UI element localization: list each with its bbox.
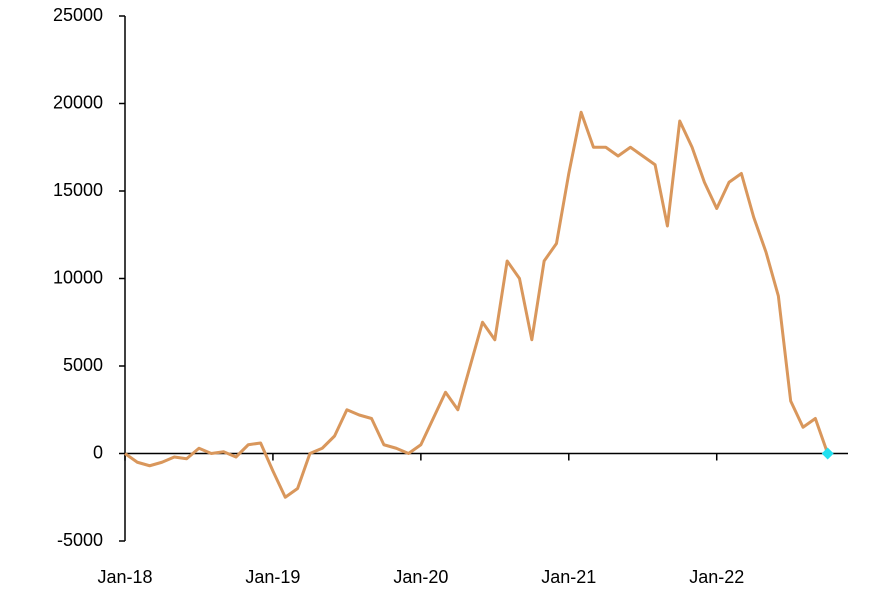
y-tick-label: -5000 [57, 530, 103, 550]
y-tick-label: 15000 [53, 180, 103, 200]
x-tick-label: Jan-21 [541, 567, 596, 587]
x-tick-label: Jan-22 [689, 567, 744, 587]
y-tick-label: 10000 [53, 267, 103, 287]
x-tick-label: Jan-19 [245, 567, 300, 587]
y-tick-label: 0 [93, 442, 103, 462]
y-tick-label: 25000 [53, 5, 103, 25]
end-marker [821, 447, 834, 460]
x-tick-label: Jan-18 [97, 567, 152, 587]
y-tick-label: 5000 [63, 355, 103, 375]
x-tick-label: Jan-20 [393, 567, 448, 587]
line-series [124, 110, 830, 499]
y-tick-label: 20000 [53, 92, 103, 112]
